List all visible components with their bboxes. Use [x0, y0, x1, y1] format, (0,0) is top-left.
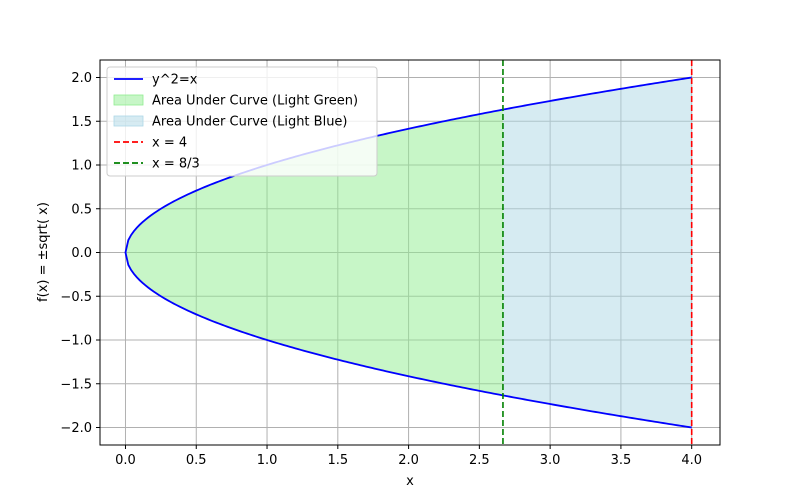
- y-tick-label: −1.0: [60, 334, 92, 349]
- x-axis-label: x: [406, 474, 414, 489]
- y-tick-label: −1.5: [60, 377, 92, 392]
- legend-label-0: y^2=x: [152, 73, 198, 88]
- legend-swatch-1: [113, 94, 144, 106]
- x-tick-label: 4.0: [681, 453, 702, 468]
- x-tick-label: 2.0: [398, 453, 419, 468]
- x-tick-label: 0.5: [186, 453, 207, 468]
- line-layer: [124, 60, 693, 445]
- legend-label-1: Area Under Curve (Light Green): [152, 94, 358, 109]
- legend: y^2=x Area Under Curve (Light Green) Area …: [106, 66, 378, 177]
- legend-box: [106, 66, 378, 177]
- y-tick-label: −2.0: [60, 421, 92, 436]
- x-tick-label: 0.0: [115, 453, 136, 468]
- tick-layer: 0.0 0.5 1.0 1.5 2.0 2.5 3.0 3.5 4.0 −2.0 −1.5 −1.0 −…: [60, 71, 702, 468]
- legend-label-2: Area Under Curve (Light Blue): [152, 115, 348, 130]
- y-tick-label: −0.5: [60, 290, 92, 305]
- x-tick-label: 1.5: [327, 453, 348, 468]
- area-fill-2: [502, 77, 692, 428]
- x-tick-label: 2.5: [469, 453, 490, 468]
- x-tick-label: 3.5: [611, 453, 632, 468]
- legend-swatch-2: [113, 115, 144, 127]
- y-tick-label: 0.5: [71, 202, 92, 217]
- x-tick-label: 3.0: [540, 453, 561, 468]
- x-tick-label: 1.0: [257, 453, 278, 468]
- y-axis-label: f(x) = ±sqrt( x): [36, 202, 51, 302]
- y-tick-label: 1.5: [71, 115, 92, 130]
- fill-layer: [125, 77, 692, 428]
- legend-label-3: x = 4: [152, 136, 187, 151]
- area-fill-1: [125, 109, 503, 396]
- y-tick-label: 1.0: [71, 159, 92, 174]
- legend-label-4: x = 8/3: [152, 157, 200, 172]
- y-tick-label: 0.0: [71, 246, 92, 261]
- y-tick-label: 2.0: [71, 71, 92, 86]
